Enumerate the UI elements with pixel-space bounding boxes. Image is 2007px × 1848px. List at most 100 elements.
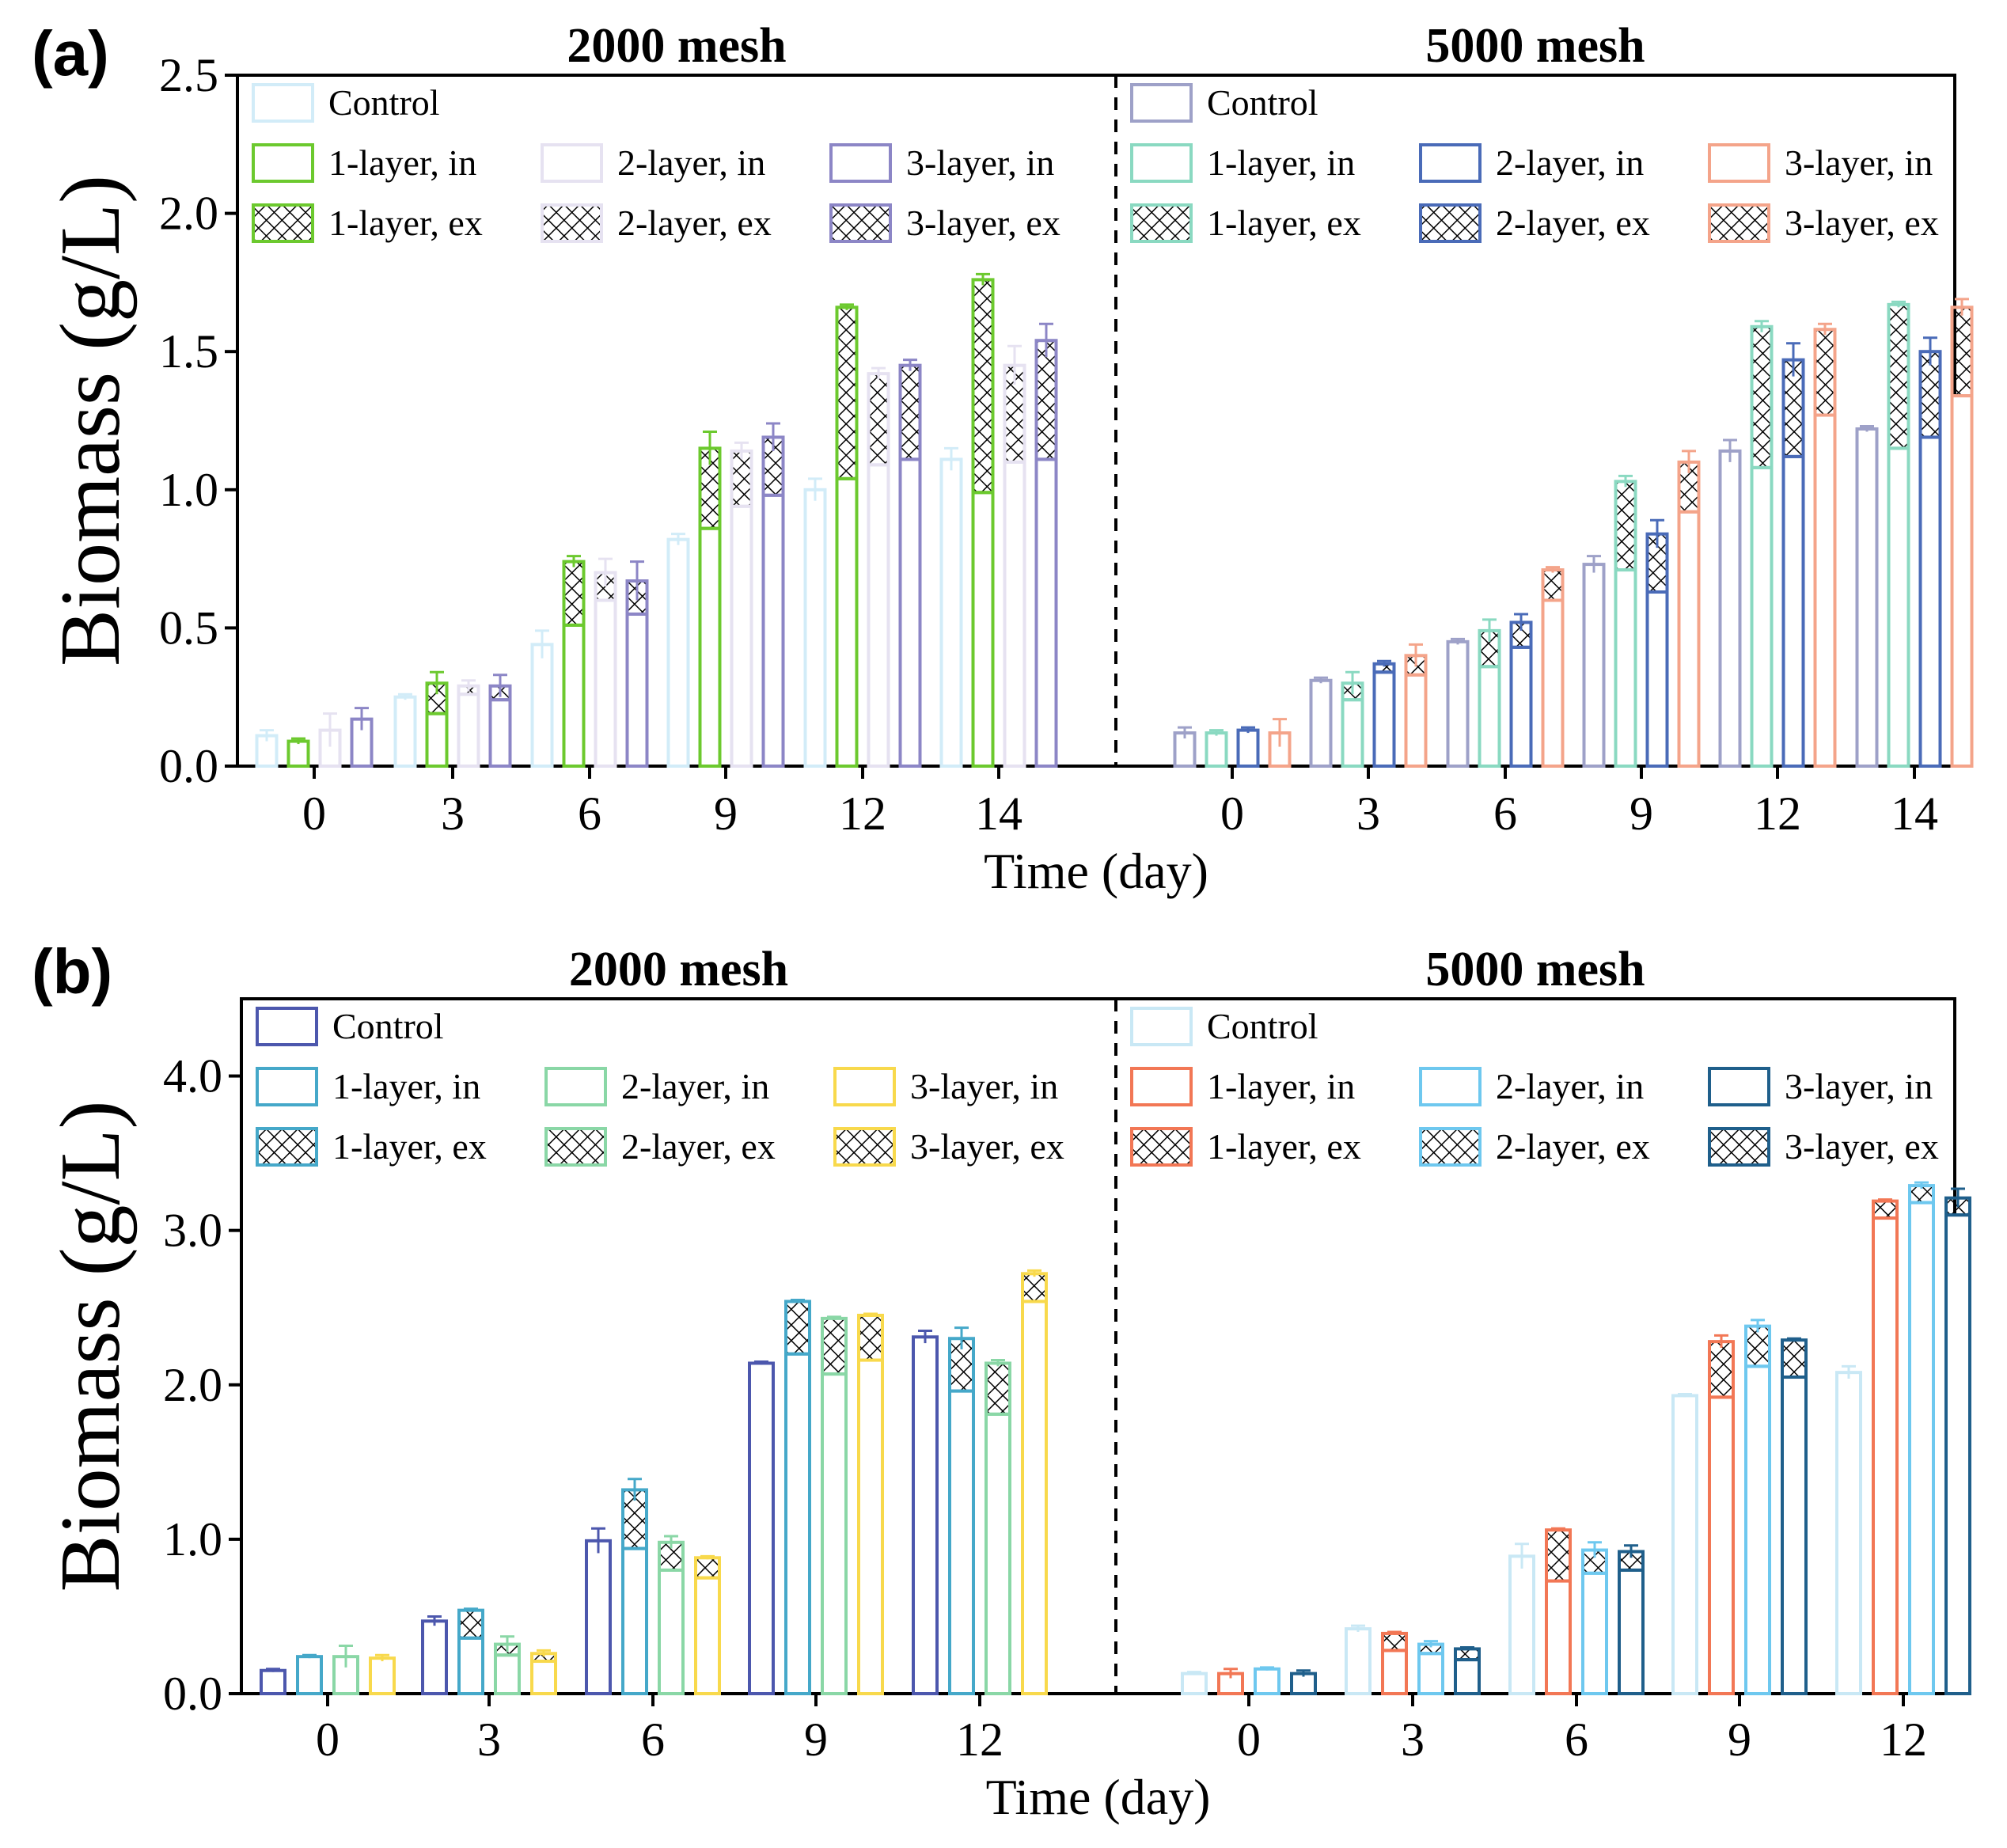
bar-internal bbox=[457, 1636, 484, 1696]
bar-internal bbox=[1217, 1672, 1244, 1695]
bar-internal bbox=[730, 504, 753, 768]
bar-internal bbox=[835, 476, 859, 768]
bar-internal bbox=[1417, 1652, 1444, 1695]
y-tick-label: 1.0 bbox=[159, 464, 218, 516]
bar-internal bbox=[1508, 1554, 1535, 1695]
x-tick-label: 14 bbox=[975, 787, 1022, 840]
legend-label: 2-layer, ex bbox=[617, 203, 772, 243]
bar-internal bbox=[939, 457, 963, 768]
bar-internal bbox=[1813, 413, 1837, 768]
y-tick-label: 0.0 bbox=[163, 1668, 222, 1720]
y-tick-label: 0.5 bbox=[159, 601, 218, 654]
legend-label: 1-layer, ex bbox=[332, 1126, 487, 1167]
legend-label: 1-layer, in bbox=[1207, 1066, 1355, 1106]
legend-swatch bbox=[541, 143, 603, 183]
bar-internal bbox=[857, 1358, 884, 1696]
bar-external bbox=[1918, 350, 1942, 439]
bar-external bbox=[1541, 568, 1565, 602]
bar-internal bbox=[1718, 449, 1742, 768]
bar-internal bbox=[457, 693, 480, 768]
bar-internal bbox=[666, 537, 690, 768]
mesh-title: 5000 mesh bbox=[1425, 943, 1645, 996]
bar-internal bbox=[1744, 1364, 1771, 1696]
legend-label: 2-layer, in bbox=[617, 142, 765, 183]
legend-swatch bbox=[544, 1127, 607, 1167]
bar-internal bbox=[867, 463, 890, 768]
x-tick-label: 3 bbox=[441, 787, 465, 840]
legend-swatch bbox=[1130, 1067, 1193, 1106]
legend-swatch bbox=[833, 1127, 896, 1167]
legend-swatch bbox=[1419, 1067, 1482, 1106]
bar-internal bbox=[898, 457, 922, 768]
bar-internal bbox=[1290, 1672, 1317, 1695]
legend-label: 3-layer, in bbox=[910, 1066, 1058, 1106]
bar-internal bbox=[1582, 563, 1606, 768]
bar-internal bbox=[1581, 1571, 1608, 1696]
bar-internal bbox=[494, 1653, 521, 1695]
bar-internal bbox=[821, 1372, 848, 1695]
bar-internal bbox=[1446, 639, 1470, 768]
legend-swatch bbox=[1419, 143, 1482, 183]
x-tick-label: 12 bbox=[1880, 1713, 1927, 1766]
bar-internal bbox=[912, 1335, 939, 1695]
bar-external bbox=[1744, 1324, 1771, 1368]
bar-external bbox=[1781, 1338, 1808, 1379]
bar-internal bbox=[1645, 590, 1669, 768]
legend-swatch bbox=[256, 1067, 318, 1106]
bar-internal bbox=[1541, 598, 1565, 768]
bar-external bbox=[1750, 324, 1774, 469]
x-tick-label: 9 bbox=[714, 787, 738, 840]
mesh-title: 2000 mesh bbox=[569, 943, 788, 996]
legend-swatch bbox=[1708, 143, 1770, 183]
legend-swatch bbox=[1130, 83, 1193, 123]
bar-internal bbox=[1750, 465, 1774, 768]
legend-label: 1-layer, in bbox=[332, 1066, 480, 1106]
bar-internal bbox=[1345, 1627, 1372, 1695]
x-tick-label: 12 bbox=[956, 1713, 1004, 1766]
bar-internal bbox=[658, 1568, 685, 1696]
x-tick-label: 3 bbox=[1356, 787, 1380, 840]
bar-internal bbox=[1835, 1371, 1862, 1696]
bar-internal bbox=[1003, 460, 1026, 768]
bar-internal bbox=[1509, 645, 1533, 768]
legend-label: 1-layer, in bbox=[328, 142, 476, 183]
bar-external bbox=[1708, 1340, 1735, 1399]
bar-internal bbox=[948, 1389, 975, 1696]
y-tick-label: 1.0 bbox=[163, 1513, 222, 1565]
y-tick-label: 2.0 bbox=[163, 1359, 222, 1411]
y-tick-label: 4.0 bbox=[163, 1050, 222, 1102]
bar-internal bbox=[594, 598, 617, 768]
bar-internal bbox=[1908, 1201, 1935, 1695]
bar-internal bbox=[296, 1655, 323, 1696]
bar-external bbox=[1887, 302, 1910, 450]
bar-internal bbox=[971, 491, 995, 768]
mesh-title: 5000 mesh bbox=[1425, 19, 1645, 73]
bar-internal bbox=[421, 1619, 448, 1696]
bar-internal bbox=[1671, 1394, 1698, 1695]
bar-internal bbox=[803, 488, 827, 768]
legend-label: 2-layer, in bbox=[1496, 1066, 1644, 1106]
mesh-title: 2000 mesh bbox=[567, 19, 786, 73]
legend-label: 2-layer, ex bbox=[1496, 1126, 1650, 1167]
bar-internal bbox=[530, 643, 554, 768]
bar-internal bbox=[1034, 457, 1058, 768]
bar-internal bbox=[562, 623, 586, 768]
legend-swatch bbox=[541, 203, 603, 243]
bar-internal bbox=[761, 493, 785, 768]
legend-swatch bbox=[1708, 1067, 1770, 1106]
bar-external bbox=[857, 1313, 884, 1362]
legend-label: Control bbox=[1207, 82, 1318, 123]
bar-external bbox=[1813, 328, 1837, 417]
x-tick-label: 9 bbox=[804, 1713, 828, 1766]
bar-internal bbox=[1021, 1300, 1048, 1695]
legend-swatch bbox=[252, 203, 314, 243]
x-tick-label: 6 bbox=[1565, 1713, 1588, 1766]
bar-internal bbox=[1254, 1667, 1280, 1696]
bar-external bbox=[971, 278, 995, 495]
x-tick-label: 9 bbox=[1728, 1713, 1751, 1766]
panel-a: (a) Time (day) Biomass (g/L) 0.0 0.5 1.0 1.5 2.… bbox=[32, 18, 1974, 899]
bar-internal bbox=[1381, 1649, 1408, 1696]
legend-label: 3-layer, ex bbox=[910, 1126, 1064, 1167]
legend-label: 1-layer, ex bbox=[328, 203, 483, 243]
